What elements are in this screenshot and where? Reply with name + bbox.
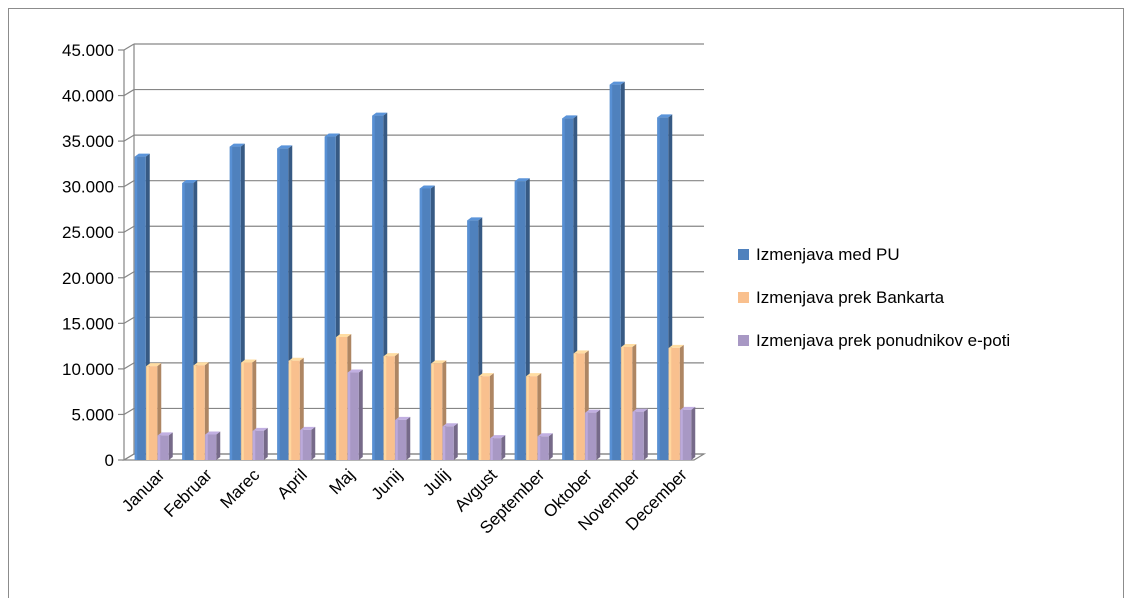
legend-label: Izmenjava prek Bankarta	[756, 288, 945, 307]
bar	[537, 433, 553, 460]
x-axis-floor	[121, 453, 707, 461]
y-tick-label: 5.000	[71, 405, 114, 424]
bar	[680, 406, 696, 460]
y-axis-tick-labels: 0 5.000 10.000 15.000 20.000 25.000 30.000 35.0…	[62, 41, 114, 470]
gridline-side	[123, 362, 135, 370]
y-tick-label: 45.000	[62, 41, 114, 60]
legend-label: Izmenjava med PU	[756, 245, 900, 264]
bar	[490, 435, 506, 460]
x-tick-label: April	[273, 465, 310, 502]
y-tick-label: 25.000	[62, 223, 114, 242]
bars	[134, 81, 696, 461]
gridline-side	[123, 316, 135, 324]
legend-item: Izmenjava prek Bankarta	[738, 288, 945, 307]
x-tick-label: Julij	[419, 465, 453, 499]
y-tick-label: 20.000	[62, 269, 114, 288]
gridline-side	[123, 407, 135, 415]
gridline-side	[123, 43, 135, 51]
bar	[632, 408, 648, 460]
bar	[395, 416, 411, 460]
y-tick-label: 30.000	[62, 178, 114, 197]
gridline-side	[123, 134, 135, 142]
legend-item: Izmenjava prek ponudnikov e-poti	[738, 331, 1010, 350]
gridlines	[123, 43, 704, 461]
legend-swatch	[738, 335, 749, 346]
x-tick-label: Maj	[326, 465, 359, 498]
bar	[205, 431, 221, 460]
y-tick-label: 15.000	[62, 314, 114, 333]
gridline-side	[123, 271, 135, 279]
y-tick-label: 0	[105, 451, 114, 470]
axes	[118, 44, 707, 461]
y-tick-label: 40.000	[62, 87, 114, 106]
legend-swatch	[738, 249, 749, 260]
x-tick-label: Februar	[160, 465, 216, 521]
legend-label: Izmenjava prek ponudnikov e-poti	[756, 331, 1010, 350]
x-tick-label: Marec	[216, 465, 263, 512]
bar	[347, 369, 363, 460]
gridline-side	[123, 89, 135, 97]
y-tick-label: 35.000	[62, 132, 114, 151]
legend-item: Izmenjava med PU	[738, 245, 900, 264]
legend-swatch	[738, 292, 749, 303]
bar	[585, 409, 601, 460]
gridline-side	[123, 180, 135, 188]
bar	[300, 426, 316, 460]
legend: Izmenjava med PU Izmenjava prek Bankarta I…	[738, 245, 1010, 350]
chart-frame	[8, 8, 1124, 598]
x-tick-label: Junij	[368, 465, 406, 503]
bar	[442, 423, 458, 460]
bar	[157, 432, 173, 460]
gridline-side	[123, 225, 135, 233]
bar	[252, 427, 268, 460]
y-tick-label: 10.000	[62, 360, 114, 379]
